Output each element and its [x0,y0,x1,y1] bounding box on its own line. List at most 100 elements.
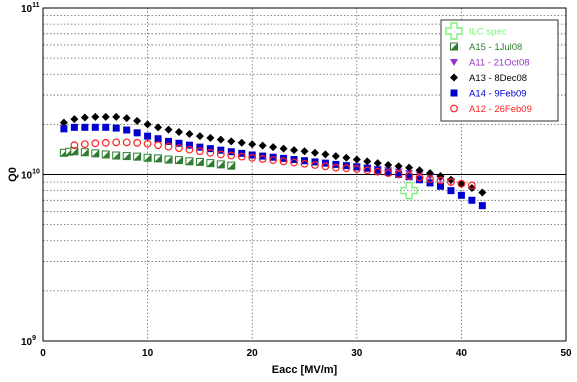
series-a15-1jul08 [59,147,236,170]
data-point [331,152,340,161]
data-point [269,156,278,165]
data-point [133,116,142,125]
data-point [91,112,100,121]
data-point [321,150,330,159]
data-point [164,155,173,164]
data-point [164,125,173,134]
data-point [174,156,183,165]
data-point [374,166,382,174]
data-point [478,202,486,210]
legend-marker [450,42,458,51]
data-point [70,141,79,150]
legend-label: A13 - 8Dec08 [469,73,527,84]
data-point [468,196,476,204]
data-point [342,164,351,173]
legend: ILC spec A15 - 1Jul08 A11 - 21Oct08 A13 - 8… [440,19,559,122]
data-point [80,140,89,149]
data-point [331,163,340,172]
data-point [300,159,309,168]
legend-box [440,19,559,122]
data-point [143,120,152,129]
data-point [248,153,257,162]
data-point [112,138,121,147]
y-tick-label: 1010 [21,169,40,182]
data-point [122,152,131,161]
data-point [269,143,278,152]
data-point [195,147,204,156]
legend-label: A14 - 9Feb09 [469,89,527,100]
data-point [174,127,183,136]
data-point [80,113,89,122]
data-point [352,155,361,164]
data-point [436,182,444,190]
data-point [175,144,183,153]
y-axis-ticks: 1011 1010 109 [21,2,40,348]
data-point [363,164,371,172]
data-point [363,166,372,175]
data-point [394,170,403,179]
data-point [478,188,487,197]
data-point [196,143,204,151]
data-point [154,154,163,163]
data-point [195,132,204,141]
data-point [185,157,194,166]
data-point [101,150,110,159]
data-point [175,139,183,147]
data-point [112,112,121,121]
x-tick-label: 30 [351,348,363,359]
data-point [123,126,131,134]
data-point [70,147,79,156]
data-point [426,179,434,187]
legend-marker [445,22,463,40]
data-point [101,138,110,147]
data-point [165,137,173,145]
x-tick-label: 0 [40,348,46,359]
data-point [352,165,361,173]
data-point [206,159,215,168]
data-point [143,153,152,162]
data-point [112,124,120,132]
data-point [217,146,225,154]
data-point [227,161,236,170]
series-a14-9feb09 [60,123,486,210]
data-point [206,133,215,142]
data-point [185,130,194,139]
data-point [154,123,163,132]
data-point [102,123,110,131]
data-point [457,179,466,188]
series-layer [59,112,487,210]
data-point [91,123,99,131]
x-tick-label: 20 [247,348,259,359]
data-point [112,151,121,160]
data-point [248,140,257,149]
data-point [384,168,392,176]
data-point [447,178,455,187]
data-point [457,191,465,199]
data-point [467,183,476,192]
data-point [415,173,424,182]
legend-label: A15 - 1Jul08 [469,42,522,53]
data-point [415,171,424,179]
y-tick-label: 109 [21,335,36,348]
data-point [457,179,466,188]
data-point [415,166,424,175]
x-tick-label: 50 [560,348,572,359]
data-point [258,155,267,163]
data-point [206,148,215,157]
data-point [426,169,435,178]
data-point [400,181,418,200]
data-point [133,138,142,147]
data-point [384,161,393,170]
data-point [279,157,288,166]
data-point [311,161,319,169]
data-point [290,146,299,155]
x-tick-label: 10 [142,348,154,359]
data-point [394,162,403,171]
data-point [467,181,476,190]
data-point [80,148,89,157]
legend-marker [450,59,458,66]
data-point [227,137,236,146]
data-point [216,150,225,159]
y-axis-label: Q0 [7,167,19,182]
